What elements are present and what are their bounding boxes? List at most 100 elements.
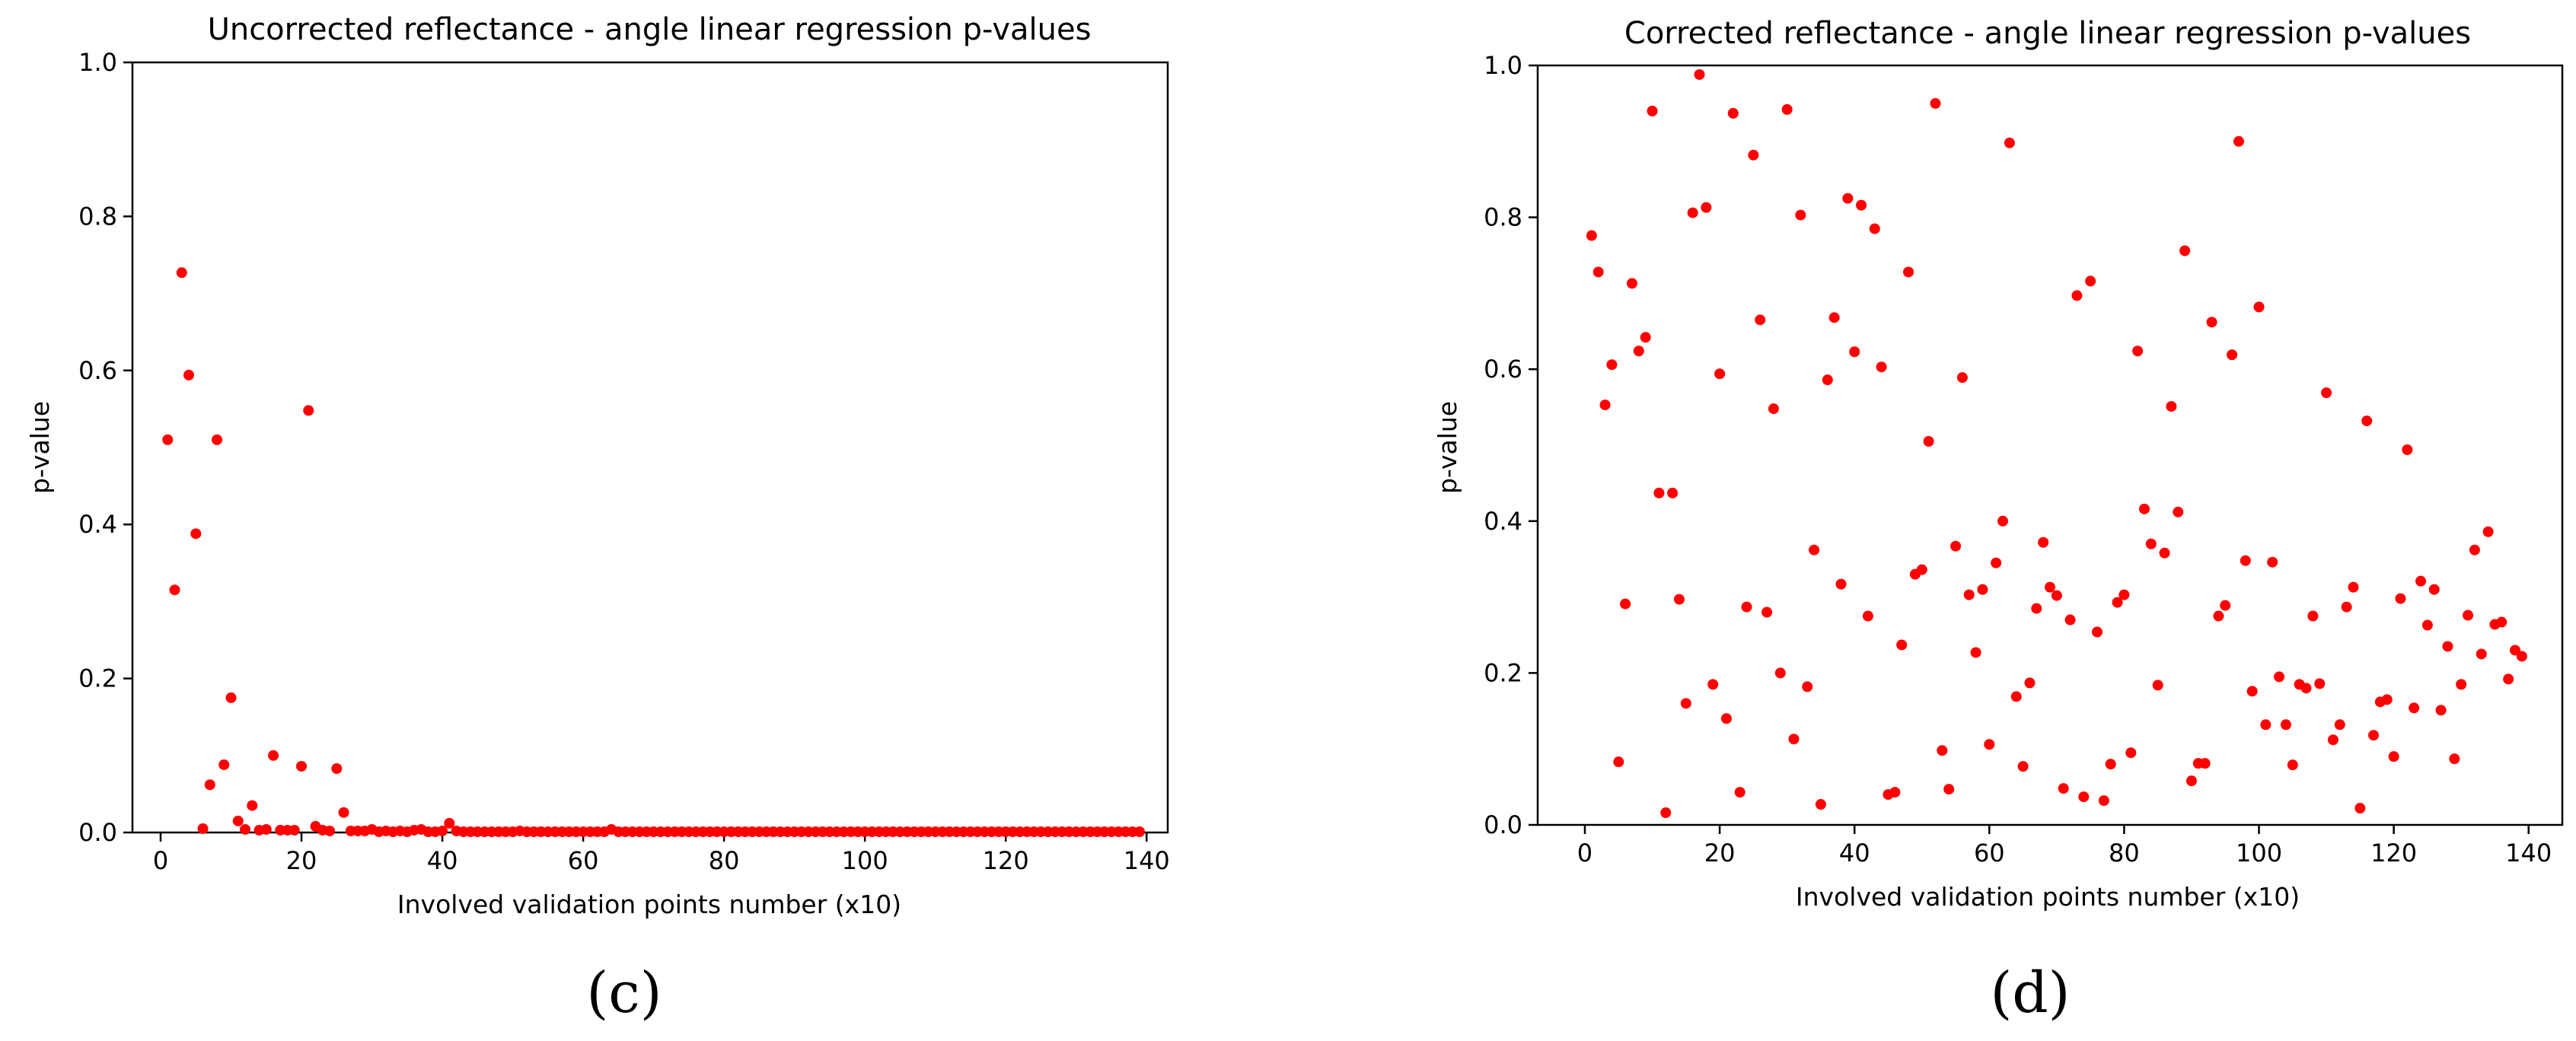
data-point — [2476, 648, 2487, 660]
data-point — [2246, 686, 2258, 697]
data-point — [1856, 199, 1867, 211]
data-point — [1835, 578, 1847, 590]
data-point — [2428, 584, 2440, 595]
data-point — [1809, 544, 1820, 556]
data-point — [2300, 683, 2312, 694]
data-point — [303, 405, 314, 416]
data-point — [1720, 713, 1732, 724]
data-point — [1133, 826, 1145, 837]
data-point — [2166, 401, 2177, 412]
chart-c-plot-frame — [131, 61, 1169, 834]
data-point — [2388, 751, 2399, 762]
data-point — [1842, 193, 1854, 204]
data-point — [1991, 557, 2002, 568]
data-point — [260, 823, 272, 835]
data-point — [2469, 544, 2480, 556]
x-tick-label: 140 — [2505, 839, 2552, 868]
data-point — [232, 815, 244, 826]
data-point — [1997, 515, 2009, 527]
y-tick-label: 0.4 — [78, 510, 117, 539]
data-point — [1613, 756, 1624, 768]
data-point — [2206, 317, 2217, 328]
data-point — [204, 779, 215, 791]
data-point — [1930, 97, 1941, 109]
data-point — [2421, 619, 2433, 631]
data-point — [1768, 403, 1779, 415]
chart-c-points — [162, 267, 1145, 837]
data-point — [437, 825, 448, 836]
data-point — [1970, 647, 1981, 658]
y-tick-label: 0.2 — [78, 664, 117, 693]
data-point — [2402, 444, 2413, 455]
data-point — [1680, 698, 1691, 709]
data-point — [2456, 679, 2467, 690]
data-point — [212, 434, 223, 445]
data-point — [1956, 372, 1968, 384]
x-tick-label: 60 — [1974, 839, 2005, 868]
chart-d-x-ticks: 0 20 40 60 80 100 120 140 — [1577, 825, 2552, 868]
x-tick-label: 120 — [983, 846, 1029, 875]
y-tick-label: 0.8 — [78, 202, 117, 231]
data-point — [2220, 600, 2231, 611]
data-point — [2185, 775, 2197, 787]
data-point — [1903, 266, 1914, 278]
data-point — [2395, 593, 2406, 604]
data-point — [1586, 230, 1597, 241]
data-point — [1640, 332, 1651, 343]
data-point — [2179, 245, 2191, 256]
data-point — [162, 434, 174, 445]
caption-c: (c) — [586, 960, 662, 1026]
data-point — [1943, 784, 1955, 795]
data-point — [2159, 547, 2170, 559]
data-point — [324, 825, 336, 836]
data-point — [2233, 135, 2244, 147]
data-point — [338, 807, 349, 818]
data-point — [1741, 601, 1752, 613]
data-point — [296, 760, 308, 772]
data-point — [1849, 346, 1860, 358]
x-tick-label: 40 — [427, 846, 458, 875]
x-tick-label: 40 — [1839, 839, 1870, 868]
chart-d-x-axis-label: Involved validation points number (x10) — [1796, 882, 2300, 912]
chart-d-plot-frame — [1536, 64, 2564, 826]
data-point — [2078, 791, 2090, 803]
data-point — [2038, 536, 2049, 548]
data-point — [1599, 400, 1611, 411]
data-point — [1714, 368, 1726, 380]
data-point — [2361, 415, 2373, 427]
data-point — [2253, 301, 2265, 313]
data-point — [2482, 526, 2494, 537]
x-tick-label: 0 — [153, 846, 168, 875]
data-point — [331, 763, 343, 775]
data-point — [1647, 105, 1658, 116]
data-point — [1937, 745, 1948, 756]
data-point — [2152, 680, 2163, 691]
x-tick-label: 100 — [2236, 839, 2282, 868]
data-point — [2321, 387, 2332, 399]
data-point — [2348, 581, 2359, 593]
chart-c-x-axis-label: Involved validation points number (x10) — [397, 890, 901, 919]
data-point — [2307, 610, 2319, 622]
data-point — [289, 824, 300, 836]
data-point — [2145, 538, 2157, 549]
data-point — [2085, 275, 2096, 287]
data-point — [2240, 555, 2251, 566]
data-point — [2199, 758, 2211, 769]
data-point — [2119, 589, 2130, 600]
x-tick-label: 140 — [1124, 846, 1170, 875]
data-point — [2004, 137, 2015, 148]
data-point — [2058, 783, 2069, 794]
data-point — [2415, 575, 2427, 587]
data-point — [268, 750, 279, 761]
data-point — [1667, 487, 1679, 498]
data-point — [2314, 678, 2326, 689]
data-point — [1755, 314, 1766, 326]
data-point — [1592, 266, 1604, 278]
data-point — [197, 823, 209, 834]
y-tick-label: 0.6 — [78, 356, 117, 385]
data-point — [2334, 719, 2345, 731]
data-point — [1977, 584, 1988, 595]
y-tick-label: 0.0 — [78, 818, 117, 847]
data-point — [1862, 610, 1873, 622]
data-point — [1626, 278, 1637, 289]
